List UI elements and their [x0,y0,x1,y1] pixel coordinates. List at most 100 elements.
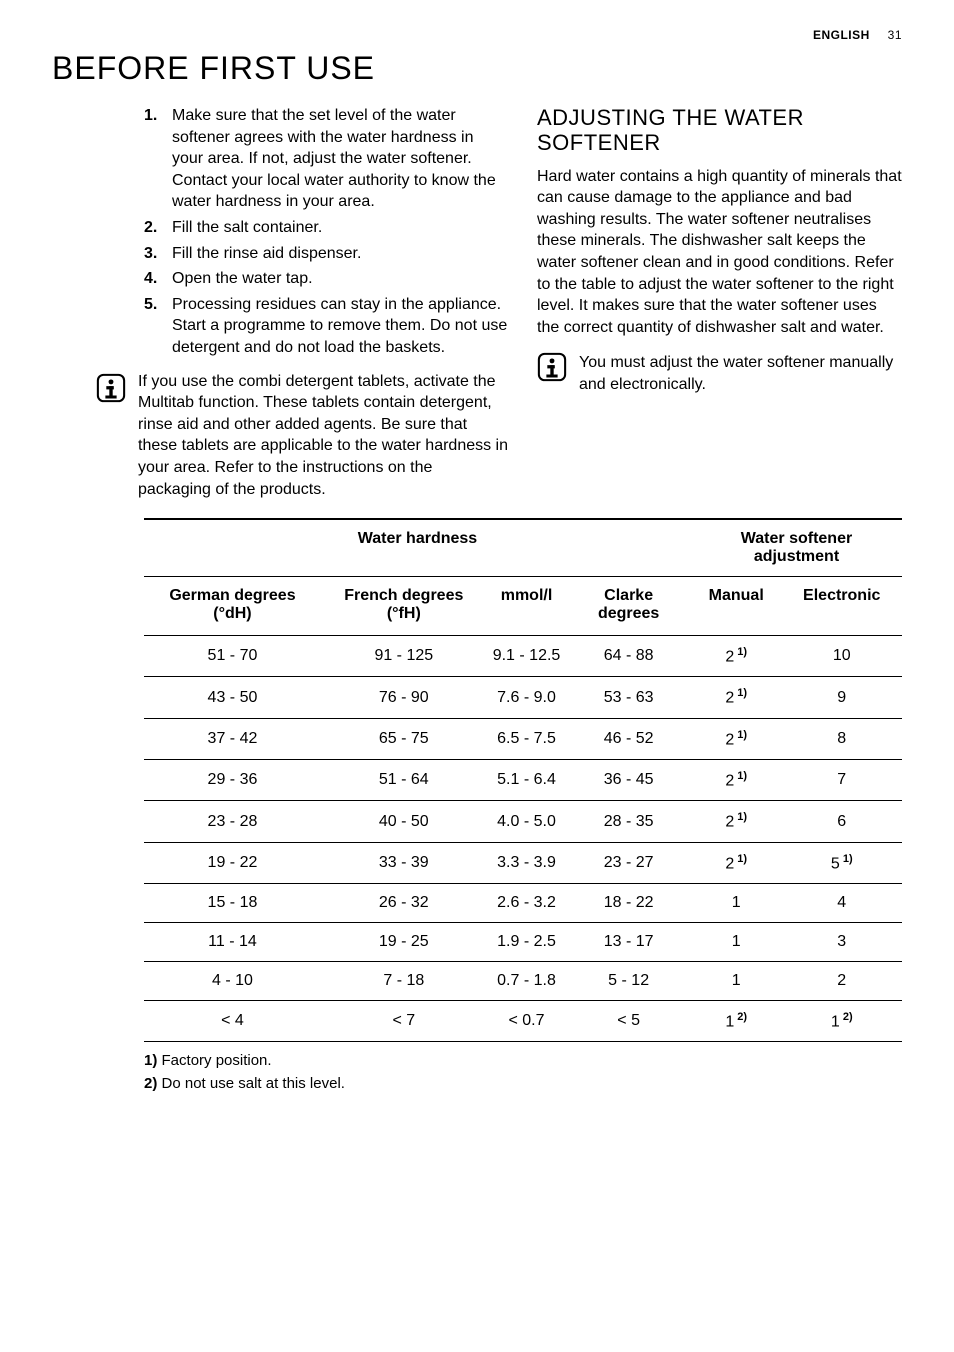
cell-value: 2 [725,731,734,748]
hardness-table-wrap: Water hardness Water softener adjustment… [52,518,902,1042]
table-cell: 5.1 - 6.4 [487,760,567,801]
table-cell: 7 - 18 [321,962,487,1001]
cell-value: 2 [725,772,734,789]
hardness-table: Water hardness Water softener adjustment… [144,518,902,1042]
table-cell: 2 1) [691,842,782,883]
cell-value: 1 [732,894,741,911]
cell-value: 8 [837,730,846,747]
info-text: If you use the combi detergent tablets, … [138,371,509,501]
table-cell: 13 - 17 [566,923,691,962]
cell-value: 2 [725,855,734,872]
info-icon [96,373,126,403]
table-row: 51 - 7091 - 1259.1 - 12.564 - 882 1)10 [144,636,902,677]
table-cell: 8 [781,718,902,759]
table-cell: 11 - 14 [144,923,321,962]
cell-superscript: 2) [734,1011,747,1023]
table-cell: 33 - 39 [321,842,487,883]
table-cell: 1.9 - 2.5 [487,923,567,962]
table-cell: 2 1) [691,801,782,842]
table-cell: 26 - 32 [321,884,487,923]
table-cell: 1 [691,962,782,1001]
table-cell: 3 [781,923,902,962]
table-cell: 23 - 28 [144,801,321,842]
table-cell: 2 1) [691,677,782,718]
table-row: 4 - 107 - 180.7 - 1.85 - 1212 [144,962,902,1001]
cell-superscript: 1) [840,853,853,865]
header-page-number: 31 [888,28,902,42]
footnote: 1) Factory position. [144,1050,902,1073]
step-item: Make sure that the set level of the wate… [144,105,509,213]
cell-value: 4 [837,894,846,911]
section-body: Hard water contains a high quantity of m… [537,166,902,339]
section-title: ADJUSTING THE WATER SOFTENER [537,105,902,156]
table-cell: 1 [691,884,782,923]
page-header: ENGLISH 31 [52,28,902,42]
group-header-hardness: Water hardness [144,519,691,577]
page-title: BEFORE FIRST USE [52,50,902,87]
table-cell: 23 - 27 [566,842,691,883]
table-cell: 19 - 22 [144,842,321,883]
table-cell: 65 - 75 [321,718,487,759]
table-cell: 64 - 88 [566,636,691,677]
cell-value: 2 [725,690,734,707]
cell-value: 5 [831,855,840,872]
table-cell: 29 - 36 [144,760,321,801]
cell-value: 2 [837,972,846,989]
table-cell: 43 - 50 [144,677,321,718]
step-item: Processing residues can stay in the appl… [144,294,509,359]
footnote-number: 1) [144,1052,157,1069]
table-cell: 51 - 64 [321,760,487,801]
footnote-number: 2) [144,1075,157,1092]
table-cell: 0.7 - 1.8 [487,962,567,1001]
col-header: French degrees (°fH) [321,577,487,636]
info-icon [537,352,567,382]
cell-superscript: 1) [734,853,747,865]
cell-superscript: 1) [734,729,747,741]
table-cell: 3.3 - 3.9 [487,842,567,883]
table-cell: 91 - 125 [321,636,487,677]
table-row: < 4< 7< 0.7< 51 2)1 2) [144,1001,902,1042]
cell-value: 9 [837,689,846,706]
cell-superscript: 1) [734,646,747,658]
table-cell: 36 - 45 [566,760,691,801]
table-cell: 7.6 - 9.0 [487,677,567,718]
table-cell: 1 [691,923,782,962]
info-block-left: If you use the combi detergent tablets, … [96,371,509,501]
table-row: 43 - 5076 - 907.6 - 9.053 - 632 1) 9 [144,677,902,718]
table-cell: 6.5 - 7.5 [487,718,567,759]
header-language: ENGLISH [813,28,870,42]
table-cell: < 7 [321,1001,487,1042]
steps-list: Make sure that the set level of the wate… [144,105,509,359]
table-cell: 2 1) [691,718,782,759]
table-cell: 51 - 70 [144,636,321,677]
table-cell: 7 [781,760,902,801]
table-cell: 5 - 12 [566,962,691,1001]
table-cell: 1 2) [691,1001,782,1042]
cell-value: 2 [725,814,734,831]
table-row: 29 - 3651 - 645.1 - 6.436 - 45 2 1) 7 [144,760,902,801]
table-row: 37 - 4265 - 756.5 - 7.546 - 522 1)8 [144,718,902,759]
table-cell: < 4 [144,1001,321,1042]
table-cell: 1 2) [781,1001,902,1042]
info-block-right: You must adjust the water softener manua… [537,352,902,395]
cell-superscript: 1) [734,811,747,823]
table-cell: 4.0 - 5.0 [487,801,567,842]
cell-superscript: 1) [734,770,747,782]
table-cell: < 0.7 [487,1001,567,1042]
right-column: ADJUSTING THE WATER SOFTENER Hard water … [537,105,902,500]
table-cell: 2.6 - 3.2 [487,884,567,923]
info-text: You must adjust the water softener manua… [579,352,902,395]
table-cell: 9 [781,677,902,718]
cell-value: 2 [725,648,734,665]
col-header: Electronic [781,577,902,636]
table-cell: 76 - 90 [321,677,487,718]
col-header: mmol/l [487,577,567,636]
table-cell: 53 - 63 [566,677,691,718]
footnote: 2) Do not use salt at this level. [144,1073,902,1096]
cell-value: 6 [837,813,846,830]
table-row: 15 - 1826 - 322.6 - 3.218 - 2214 [144,884,902,923]
table-cell: 9.1 - 12.5 [487,636,567,677]
step-item: Fill the rinse aid dispenser. [144,243,509,265]
cell-superscript: 2) [840,1011,853,1023]
table-cell: 40 - 50 [321,801,487,842]
